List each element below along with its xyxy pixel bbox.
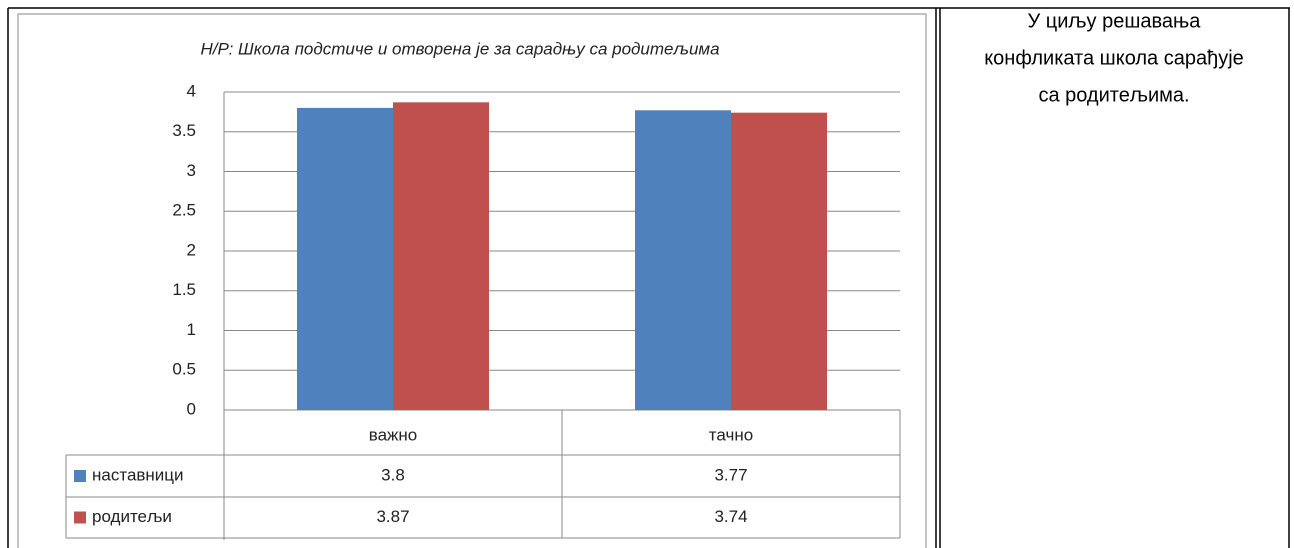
legend-label: наставници: [92, 465, 184, 484]
legend-label: родитељи: [92, 507, 172, 526]
x-tick-label: важно: [369, 425, 418, 444]
chart-title: Н/Р: Школа подстиче и отворена је за сар…: [200, 39, 719, 58]
y-tick-label: 3: [187, 161, 196, 180]
y-tick-label: 0.5: [172, 360, 196, 379]
table-value: 3.87: [376, 507, 409, 526]
legend-swatch: [74, 511, 86, 524]
y-tick-label: 2.5: [172, 201, 196, 220]
y-tick-label: 2: [187, 240, 196, 259]
y-tick-label: 4: [187, 81, 196, 100]
bar: [297, 107, 393, 411]
x-tick-label: тачно: [709, 425, 753, 444]
side-text: са родитељима.: [1038, 84, 1189, 106]
y-tick-label: 1: [187, 320, 196, 339]
table-value: 3.77: [714, 465, 747, 484]
bar: [393, 102, 489, 411]
bar: [731, 112, 827, 411]
y-tick-label: 1.5: [172, 280, 196, 299]
table-value: 3.8: [381, 465, 405, 484]
legend-swatch: [74, 470, 86, 482]
y-tick-label: 0: [187, 399, 196, 418]
chart-frame: [17, 13, 927, 548]
y-tick-label: 3.5: [172, 121, 196, 140]
bar: [635, 110, 731, 410]
side-text: конфликата школа сарађује: [984, 47, 1244, 69]
table-value: 3.74: [714, 507, 747, 526]
side-text: У циљу решавања: [1028, 10, 1202, 32]
